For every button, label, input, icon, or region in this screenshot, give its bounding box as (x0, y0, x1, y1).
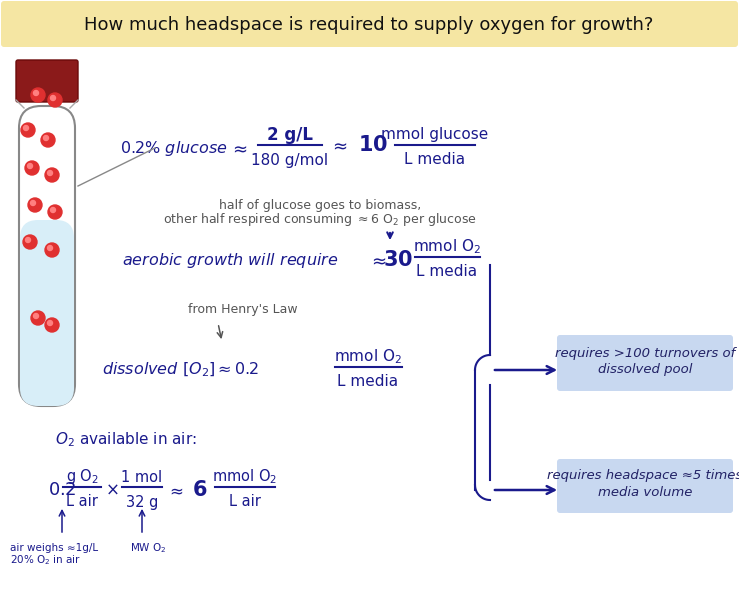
Text: requires >100 turnovers of: requires >100 turnovers of (555, 348, 735, 360)
Text: 1 mol: 1 mol (121, 470, 163, 484)
Text: $\it{0.2}$: $\it{0.2}$ (48, 481, 76, 499)
Text: L air: L air (229, 494, 261, 510)
Circle shape (21, 123, 35, 137)
Circle shape (41, 133, 55, 147)
Text: How much headspace is required to supply oxygen for growth?: How much headspace is required to supply… (84, 16, 654, 34)
Text: $\it{dissolved\ [O_2]\approx0.2}$: $\it{dissolved\ [O_2]\approx0.2}$ (102, 361, 259, 379)
Text: $\approx$: $\approx$ (228, 139, 248, 157)
Text: 32 g: 32 g (126, 494, 158, 510)
Circle shape (31, 311, 45, 325)
Circle shape (31, 88, 45, 102)
Circle shape (28, 198, 42, 212)
Circle shape (45, 168, 59, 182)
FancyBboxPatch shape (1, 1, 738, 47)
Text: $\approx$: $\approx$ (329, 136, 347, 154)
Text: L media: L media (338, 375, 398, 389)
Text: dissolved pool: dissolved pool (598, 363, 692, 376)
Text: 2 g/L: 2 g/L (267, 126, 313, 144)
Text: $\mathbf{10}$: $\mathbf{10}$ (358, 135, 388, 155)
Circle shape (44, 136, 49, 141)
Text: L media: L media (404, 152, 466, 168)
Circle shape (50, 208, 55, 212)
Text: $\approx$: $\approx$ (368, 251, 386, 269)
Text: half of glucose goes to biomass,: half of glucose goes to biomass, (219, 198, 421, 211)
Text: $\mathbf{30}$: $\mathbf{30}$ (383, 250, 413, 270)
Text: $\it{O_2}$ available in air:: $\it{O_2}$ available in air: (55, 430, 197, 449)
Text: g O$_2$: g O$_2$ (66, 467, 98, 486)
FancyBboxPatch shape (19, 106, 75, 406)
FancyBboxPatch shape (20, 220, 74, 406)
Circle shape (48, 205, 62, 219)
Circle shape (45, 243, 59, 257)
Text: 20% O$_2$ in air: 20% O$_2$ in air (10, 553, 81, 567)
Circle shape (27, 163, 33, 168)
Circle shape (48, 93, 62, 107)
Text: mmol O$_2$: mmol O$_2$ (212, 468, 278, 486)
Text: L media: L media (417, 265, 477, 279)
Circle shape (30, 201, 35, 206)
Text: L air: L air (66, 494, 98, 510)
Circle shape (26, 238, 30, 243)
Text: requires headspace ≈5 times: requires headspace ≈5 times (548, 470, 739, 483)
Circle shape (33, 314, 38, 319)
Circle shape (50, 96, 55, 101)
FancyBboxPatch shape (557, 335, 733, 391)
Text: $\mathbf{6}$: $\mathbf{6}$ (192, 480, 208, 500)
Text: $\times$: $\times$ (105, 481, 119, 499)
Circle shape (23, 235, 37, 249)
FancyBboxPatch shape (557, 459, 733, 513)
Circle shape (45, 318, 59, 332)
Circle shape (47, 246, 52, 251)
FancyBboxPatch shape (16, 60, 78, 102)
Text: $\it{0.2\%\ glucose}$: $\it{0.2\%\ glucose}$ (120, 139, 228, 158)
Text: mmol O$_2$: mmol O$_2$ (334, 348, 402, 367)
Text: 180 g/mol: 180 g/mol (251, 152, 329, 168)
Circle shape (25, 161, 39, 175)
Circle shape (47, 321, 52, 325)
Text: $\approx$: $\approx$ (166, 481, 184, 499)
Text: air weighs ≈1g/L: air weighs ≈1g/L (10, 543, 98, 553)
Circle shape (24, 125, 29, 131)
Text: from Henry's Law: from Henry's Law (188, 303, 298, 316)
Text: MW O$_2$: MW O$_2$ (130, 541, 166, 555)
Text: mmol O$_2$: mmol O$_2$ (413, 238, 481, 257)
Text: media volume: media volume (598, 486, 692, 499)
Text: other half respired consuming $\approx$6 O$_2$ per glucose: other half respired consuming $\approx$6… (163, 211, 477, 228)
Circle shape (33, 90, 38, 96)
Text: $\it{aerobic\ growth\ will\ require}$: $\it{aerobic\ growth\ will\ require}$ (122, 251, 338, 270)
Text: mmol glucose: mmol glucose (381, 128, 488, 142)
Circle shape (47, 171, 52, 176)
